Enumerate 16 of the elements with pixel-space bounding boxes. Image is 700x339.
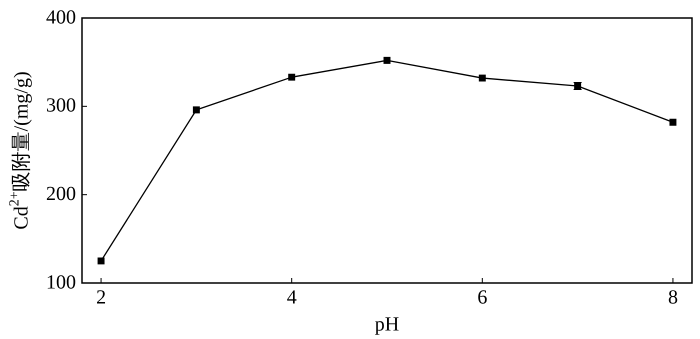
x-tick-label: 8 xyxy=(668,286,678,308)
y-tick-label: 300 xyxy=(46,94,76,117)
y-tick-label: 200 xyxy=(46,182,76,205)
point xyxy=(288,74,296,81)
point xyxy=(669,118,676,126)
y-axis-title: Cd2+吸附量/(mg/g) xyxy=(8,71,32,230)
x-tick-label: 2 xyxy=(96,286,106,308)
y-tick-label: 400 xyxy=(46,6,76,28)
x-axis-title: pH xyxy=(374,313,400,336)
x-tick-label: 6 xyxy=(477,286,488,308)
point xyxy=(192,106,200,114)
point xyxy=(478,74,486,82)
point xyxy=(98,257,105,264)
y-tick-label: 100 xyxy=(46,271,76,294)
x-tick-label: 4 xyxy=(286,286,297,308)
point xyxy=(384,56,390,64)
